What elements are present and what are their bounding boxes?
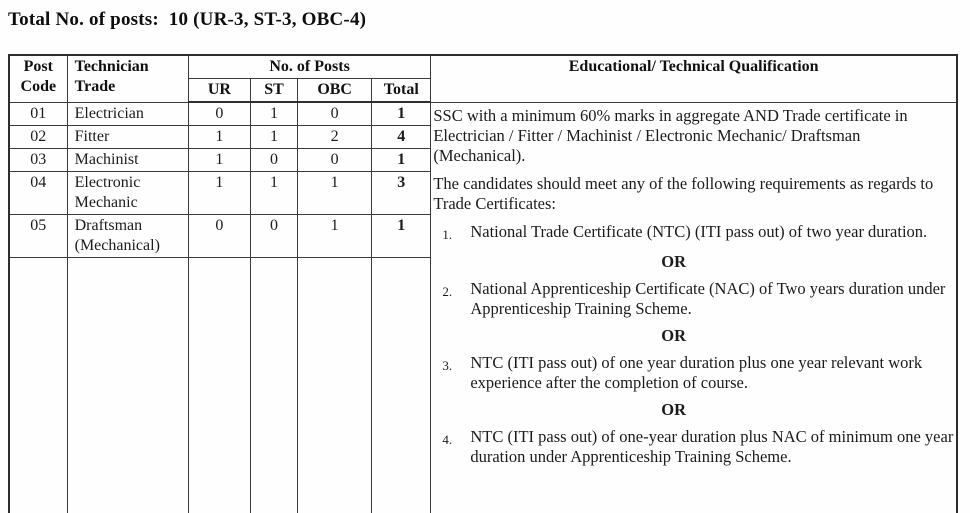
empty-cell	[249, 257, 299, 513]
obc-cell: 0	[297, 148, 373, 172]
col-header-obc: OBC	[297, 78, 373, 103]
post-code-cell: 03	[8, 148, 68, 172]
empty-filler-row	[8, 257, 957, 513]
trade-cell: Electrician	[66, 101, 189, 126]
empty-cell	[187, 257, 251, 513]
header-row-2: UR ST OBC Total	[9, 78, 957, 103]
st-cell: 1	[249, 125, 299, 149]
st-cell: 0	[249, 148, 299, 172]
col-header-no-of-posts: No. of Posts	[187, 54, 432, 79]
post-code-cell: 02	[8, 125, 68, 149]
total-cell: 3	[371, 171, 432, 215]
total-cell: 1	[371, 148, 432, 172]
total-cell: 4	[371, 125, 432, 149]
ur-cell: 0	[187, 214, 251, 258]
item-number: 1.	[442, 226, 453, 242]
table-row: 02 Fitter 1 1 2 4	[8, 125, 957, 149]
ur-cell: 1	[187, 125, 251, 149]
col-header-technician-trade: Technician Trade	[66, 54, 189, 103]
col-header-st: ST	[249, 78, 299, 103]
empty-cell	[66, 257, 189, 513]
or-separator: OR	[661, 325, 687, 345]
item-text: NTC (ITI pass out) of one year duration …	[470, 352, 923, 392]
post-code-cell: 01	[8, 101, 68, 126]
qualification-item-4: 4. NTC (ITI pass out) of one-year durati…	[433, 427, 954, 467]
qualification-cell: SSC with a minimum 60% marks in aggregat…	[430, 101, 958, 513]
qualification-paragraph-2: The candidates should meet any of the fo…	[433, 173, 934, 213]
ur-cell: 1	[187, 171, 251, 215]
trade-cell: Electronic Mechanic	[66, 171, 189, 215]
trade-cell: Fitter	[66, 125, 189, 149]
col-header-qualification: Educational/ Technical Qualification	[430, 54, 958, 103]
item-number: 2.	[442, 283, 453, 299]
empty-cell	[8, 257, 68, 513]
qualification-item-1: 1. National Trade Certificate (NTC) (ITI…	[433, 222, 954, 245]
obc-cell: 1	[297, 171, 373, 215]
qualification-paragraph-1: SSC with a minimum 60% marks in aggregat…	[433, 105, 908, 165]
obc-cell: 0	[297, 101, 373, 126]
col-header-ur: UR	[187, 78, 251, 103]
trade-cell: Draftsman (Mechanical)	[66, 214, 189, 258]
table-row: 05 Draftsman (Mechanical) 0 0 1 1	[8, 214, 957, 258]
post-code-cell: 04	[8, 171, 68, 215]
ur-cell: 1	[187, 148, 251, 172]
st-cell: 1	[249, 171, 299, 215]
header-row-1: Post Code Technician Trade No. of Posts …	[8, 54, 958, 103]
ur-cell: 0	[187, 101, 251, 126]
page-title: Total No. of posts: 10 (UR-3, ST-3, OBC-…	[8, 9, 367, 30]
item-text: National Apprenticeship Certificate (NAC…	[470, 278, 946, 318]
or-separator: OR	[661, 251, 687, 271]
item-number: 4.	[442, 431, 453, 447]
col-header-post-code: Post Code	[8, 54, 68, 103]
table-row: 04 Electronic Mechanic 1 1 1 3	[8, 171, 957, 215]
obc-cell: 1	[297, 214, 373, 258]
table-row: 03 Machinist 1 0 0 1	[8, 148, 957, 172]
item-number: 3.	[442, 357, 453, 373]
qualification-item-2: 2. National Apprenticeship Certificate (…	[433, 279, 954, 319]
item-text: National Trade Certificate (NTC) (ITI pa…	[470, 221, 928, 241]
qualification-item-3: 3. NTC (ITI pass out) of one year durati…	[433, 353, 954, 393]
total-cell: 1	[371, 214, 432, 258]
total-cell: 1	[371, 101, 432, 126]
post-code-cell: 05	[8, 214, 68, 258]
st-cell: 1	[249, 101, 299, 126]
col-header-total: Total	[371, 78, 432, 103]
or-separator: OR	[661, 399, 687, 419]
obc-cell: 2	[297, 125, 373, 149]
posts-table: Post Code Technician Trade No. of Posts …	[8, 54, 958, 513]
trade-cell: Machinist	[66, 148, 189, 172]
st-cell: 0	[249, 214, 299, 258]
empty-cell	[297, 257, 373, 513]
empty-cell	[371, 257, 432, 513]
item-text: NTC (ITI pass out) of one-year duration …	[470, 426, 954, 466]
table-row: 01 Electrician 0 1 0 1 SSC with a minimu…	[8, 101, 958, 513]
